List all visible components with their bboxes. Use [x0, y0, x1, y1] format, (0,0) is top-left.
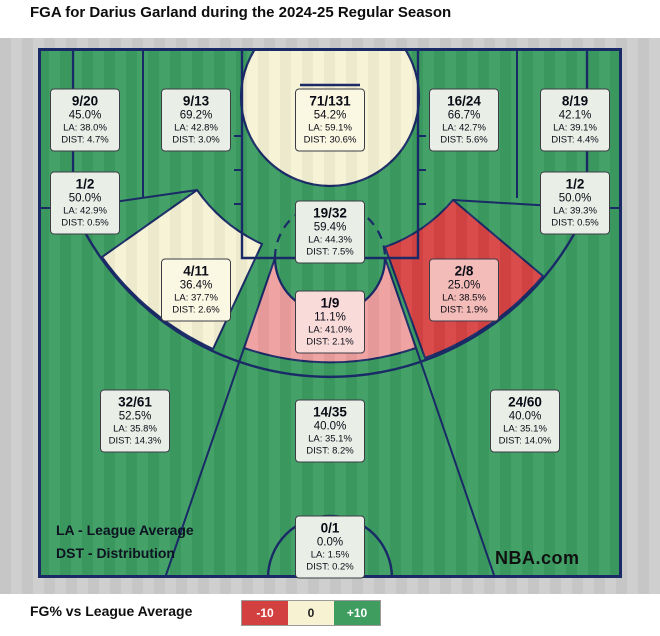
legend-swatch-minus-10: -10 — [242, 601, 288, 625]
abbreviation-key-dst: DST - Distribution — [56, 545, 175, 561]
zone-stats-above-break-three-right: 24/60 40.0% LA: 35.1% DIST: 14.0% — [490, 389, 560, 453]
zone-distribution: DIST: 14.3% — [108, 435, 162, 447]
zone-distribution: DIST: 1.9% — [440, 304, 488, 316]
zone-fg-pct: 36.4% — [179, 279, 213, 292]
zone-league-avg: LA: 37.7% — [174, 293, 218, 305]
zone-league-avg: LA: 42.9% — [63, 206, 107, 218]
zone-made-attempts: 0/1 — [320, 520, 340, 536]
zone-fg-pct: 66.7% — [447, 109, 481, 122]
zone-stats-mid-range-right-center: 2/8 25.0% LA: 38.5% DIST: 1.9% — [429, 258, 499, 322]
zone-made-attempts: 9/20 — [71, 93, 99, 109]
zone-fg-pct: 11.1% — [314, 311, 346, 324]
zone-stats-above-break-three-center: 14/35 40.0% LA: 35.1% DIST: 8.2% — [295, 399, 365, 463]
zone-stats-mid-range-center: 1/9 11.1% LA: 41.0% DIST: 2.1% — [295, 290, 365, 354]
zone-league-avg: LA: 41.0% — [308, 325, 352, 337]
zone-fg-pct: 50.0% — [558, 192, 592, 205]
zone-league-avg: LA: 35.1% — [503, 424, 547, 436]
abbreviation-key: LA - League Average DST - Distribution — [56, 519, 194, 565]
zone-fg-pct: 0.0% — [316, 536, 344, 549]
zone-stats-mid-range-left-center: 4/11 36.4% LA: 37.7% DIST: 2.6% — [161, 258, 231, 322]
baseline-zone-split-lines — [142, 48, 518, 198]
zone-distribution: DIST: 3.0% — [172, 134, 220, 146]
lane-hash-marks — [234, 135, 426, 205]
zone-stats-backcourt: 0/1 0.0% LA: 1.5% DIST: 0.2% — [295, 515, 365, 579]
zone-made-attempts: 16/24 — [447, 93, 481, 109]
zone-fg-pct: 69.2% — [179, 109, 213, 122]
zone-league-avg: LA: 35.8% — [113, 424, 157, 436]
zone-made-attempts: 19/32 — [313, 205, 347, 221]
color-scale-legend: FG% vs League Average -10 0 +10 — [0, 598, 660, 628]
legend-label: FG% vs League Average — [30, 603, 193, 619]
zone-league-avg: LA: 44.3% — [308, 235, 352, 247]
zone-made-attempts: 71/131 — [309, 93, 351, 109]
zone-stats-right-corner-three: 1/2 50.0% LA: 39.3% DIST: 0.5% — [540, 171, 610, 235]
zone-distribution: DIST: 0.5% — [551, 217, 599, 229]
zone-made-attempts: 1/2 — [565, 176, 585, 192]
zone-made-attempts: 8/19 — [561, 93, 589, 109]
zone-distribution: DIST: 5.6% — [440, 134, 488, 146]
abbreviation-key-la: LA - League Average — [56, 522, 194, 538]
legend-swatches: -10 0 +10 — [241, 600, 381, 626]
zone-stats-restricted-area: 71/131 54.2% LA: 59.1% DIST: 30.6% — [295, 88, 365, 152]
zone-fg-pct: 52.5% — [118, 410, 152, 423]
zone-fg-pct: 45.0% — [68, 109, 102, 122]
three-point-line — [71, 48, 589, 378]
zone-stats-above-break-three-left: 32/61 52.5% LA: 35.8% DIST: 14.3% — [100, 389, 170, 453]
zone-distribution: DIST: 14.0% — [498, 435, 552, 447]
zone-league-avg: LA: 1.5% — [310, 550, 350, 562]
zone-stats-paint-non-ra: 19/32 59.4% LA: 44.3% DIST: 7.5% — [295, 200, 365, 264]
zone-distribution: DIST: 2.6% — [172, 304, 220, 316]
legend-swatch-plus-10: +10 — [334, 601, 380, 625]
zone-fg-pct: 40.0% — [508, 410, 542, 423]
zone-fg-pct: 54.2% — [313, 109, 347, 122]
legend-swatch-zero: 0 — [288, 601, 334, 625]
zone-stats-mid-range-left-far: 9/20 45.0% LA: 38.0% DIST: 4.7% — [50, 88, 120, 152]
page-title: FGA for Darius Garland during the 2024-2… — [30, 4, 452, 21]
zone-stats-mid-range-left-near: 9/13 69.2% LA: 42.8% DIST: 3.0% — [161, 88, 231, 152]
zone-league-avg: LA: 38.5% — [442, 293, 486, 305]
zone-made-attempts: 32/61 — [118, 394, 152, 410]
zone-distribution: DIST: 4.7% — [61, 134, 109, 146]
zone-distribution: DIST: 4.4% — [551, 134, 599, 146]
zone-league-avg: LA: 42.8% — [174, 123, 218, 135]
zone-league-avg: LA: 38.0% — [63, 123, 107, 135]
zone-stats-left-corner-three: 1/2 50.0% LA: 42.9% DIST: 0.5% — [50, 171, 120, 235]
zone-fg-pct: 40.0% — [313, 420, 347, 433]
zone-made-attempts: 1/2 — [75, 176, 95, 192]
zone-distribution: DIST: 8.2% — [306, 445, 354, 457]
zone-distribution: DIST: 30.6% — [303, 134, 357, 146]
zone-made-attempts: 1/9 — [320, 295, 340, 311]
zone-made-attempts: 9/13 — [182, 93, 210, 109]
zone-distribution: DIST: 0.2% — [306, 561, 354, 573]
zone-distribution: DIST: 0.5% — [61, 217, 109, 229]
zone-league-avg: LA: 59.1% — [308, 123, 352, 135]
zone-made-attempts: 4/11 — [183, 263, 209, 279]
zone-distribution: DIST: 7.5% — [306, 246, 354, 258]
zone-fg-pct: 42.1% — [558, 109, 592, 122]
zone-fg-pct: 50.0% — [68, 192, 102, 205]
zone-league-avg: LA: 42.7% — [442, 123, 486, 135]
zone-fg-pct: 59.4% — [313, 221, 347, 234]
zone-fg-pct: 25.0% — [447, 279, 481, 292]
zone-made-attempts: 14/35 — [313, 404, 347, 420]
zone-made-attempts: 2/8 — [454, 263, 474, 279]
above-break-three-zone-boundaries — [164, 347, 496, 578]
zone-league-avg: LA: 39.1% — [553, 123, 597, 135]
zone-league-avg: LA: 39.3% — [553, 206, 597, 218]
nba-logo-text: NBA.com — [495, 548, 580, 568]
zone-league-avg: LA: 35.1% — [308, 434, 352, 446]
zone-made-attempts: 24/60 — [508, 394, 542, 410]
zone-distribution: DIST: 2.1% — [306, 336, 354, 348]
zone-stats-mid-range-right-far: 8/19 42.1% LA: 39.1% DIST: 4.4% — [540, 88, 610, 152]
zone-stats-mid-range-right-near: 16/24 66.7% LA: 42.7% DIST: 5.6% — [429, 88, 499, 152]
